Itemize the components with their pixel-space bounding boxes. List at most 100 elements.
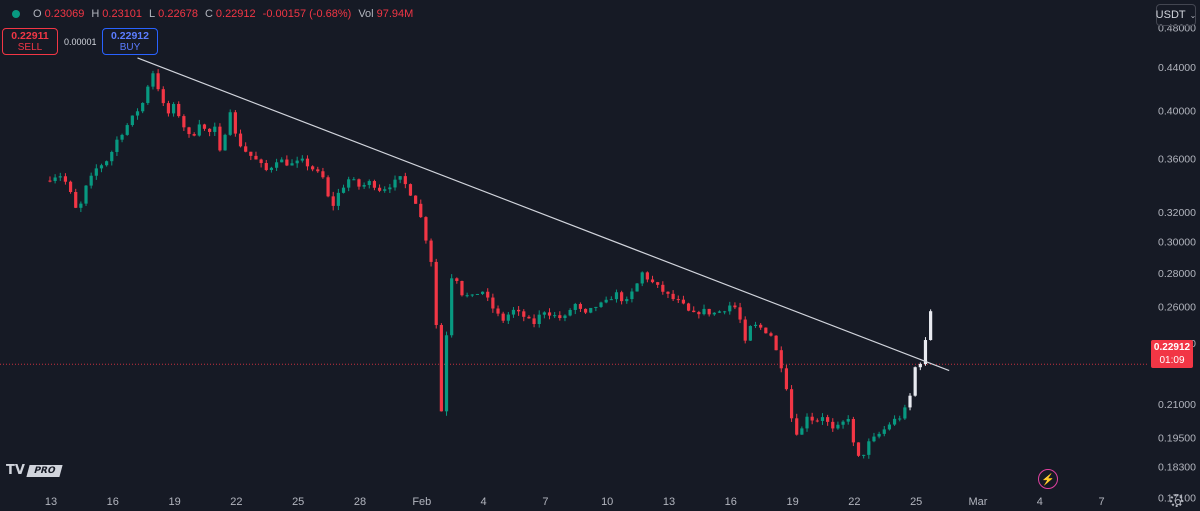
candle-body	[120, 134, 124, 140]
candlestick-series	[48, 69, 933, 459]
candle-body	[553, 315, 557, 317]
time-tick-label: 7	[542, 496, 548, 508]
candle-body	[352, 179, 356, 181]
candle-body	[393, 179, 397, 188]
candle-body	[573, 303, 577, 310]
buy-price: 0.22912	[111, 30, 149, 42]
candle-body	[779, 350, 783, 369]
lightning-icon[interactable]: ⚡	[1038, 469, 1058, 489]
volume-label: Vol	[358, 8, 374, 20]
candle-body	[115, 139, 119, 152]
close-label: C	[204, 8, 213, 20]
candle-body	[357, 179, 361, 187]
candle-body	[759, 324, 763, 328]
candle-body	[228, 112, 232, 135]
candle-body	[110, 151, 114, 162]
candle-body	[465, 295, 469, 297]
time-tick-label: 16	[107, 496, 119, 508]
sell-price: 0.22911	[11, 30, 49, 42]
candle-body	[141, 102, 145, 112]
candle-body	[661, 284, 665, 292]
candle-body	[450, 278, 454, 336]
candle-body	[403, 176, 407, 185]
time-tick-label: 28	[354, 496, 366, 508]
candle-body	[532, 318, 536, 325]
price-tick-label: 0.30000	[1158, 237, 1196, 249]
candle-body	[517, 309, 521, 312]
candle-body	[892, 418, 897, 425]
candle-body	[326, 177, 330, 197]
volume-value: 97.94M	[376, 8, 414, 20]
candle-body	[753, 324, 758, 327]
currency-selector[interactable]: USDT ⌄	[1156, 4, 1196, 26]
time-tick-label: Mar	[969, 496, 988, 508]
candle-body	[208, 128, 212, 132]
candle-body	[274, 162, 279, 168]
candle-body	[826, 417, 830, 422]
candle-body	[867, 441, 871, 455]
current-price-tag: 0.22912 01:09	[1151, 340, 1193, 368]
candle-body	[197, 124, 201, 136]
candle-body	[527, 316, 531, 319]
price-tick-label: 0.28000	[1158, 268, 1196, 280]
candle-body	[908, 395, 912, 408]
candle-body	[202, 124, 207, 129]
candle-body	[161, 89, 165, 104]
sell-button[interactable]: 0.22911 SELL	[2, 28, 58, 55]
candle-body	[244, 146, 248, 152]
candle-body	[542, 312, 546, 315]
candle-body	[388, 187, 392, 190]
candle-body	[501, 313, 505, 321]
current-price-value: 0.22912	[1153, 342, 1191, 353]
candle-body	[887, 424, 892, 430]
trendline[interactable]	[137, 57, 950, 372]
gear-icon[interactable]	[1170, 494, 1183, 507]
candle-body	[300, 158, 304, 161]
candle-body	[789, 389, 794, 419]
time-tick-label: 4	[481, 496, 487, 508]
candle-body	[254, 155, 258, 160]
candle-body	[769, 333, 773, 336]
price-tick-label: 0.26000	[1158, 302, 1196, 314]
candle-body	[218, 126, 222, 151]
candle-body	[269, 167, 274, 171]
price-tick-label: 0.44000	[1158, 62, 1196, 74]
candle-body	[697, 312, 701, 315]
candle-body	[568, 309, 572, 316]
candle-body	[311, 166, 315, 170]
candle-body	[831, 421, 835, 429]
high-value: 0.23101	[102, 8, 143, 20]
candle-body	[717, 311, 722, 313]
time-tick-label: 19	[786, 496, 798, 508]
candle-body	[429, 240, 433, 262]
market-status-icon	[12, 10, 20, 18]
tradingview-logo[interactable]: TV PRO	[6, 463, 63, 478]
price-tick-label: 0.40000	[1158, 106, 1196, 118]
price-axis[interactable]: 0.48000 0.44000 0.40000 0.36000 0.32000 0.300…	[1158, 23, 1196, 505]
candle-body	[614, 292, 619, 300]
candle-body	[455, 278, 459, 281]
price-tick-label: 0.19500	[1158, 433, 1196, 445]
price-tick-label: 0.21000	[1158, 399, 1196, 411]
candle-body	[578, 303, 583, 309]
candle-body	[547, 312, 552, 316]
buy-button[interactable]: 0.22912 BUY	[102, 28, 158, 55]
candle-body	[63, 176, 68, 182]
candle-body	[99, 165, 104, 169]
candle-body	[362, 185, 366, 187]
price-tick-label: 0.36000	[1158, 154, 1196, 166]
time-tick-label: 16	[725, 496, 737, 508]
candle-body	[774, 335, 778, 351]
time-tick-label: 22	[230, 496, 242, 508]
candle-body	[929, 311, 933, 341]
candle-body	[851, 419, 855, 443]
time-tick-label: 7	[1099, 496, 1105, 508]
candle-body	[439, 325, 443, 412]
candle-body	[372, 181, 377, 188]
candle-body	[712, 312, 716, 315]
candle-body	[733, 305, 737, 308]
low-value: 0.22678	[158, 8, 198, 20]
time-axis[interactable]: 13 16 19 22 25 28 Feb 4 7 10 13 16 19 22 25 Mar 4 7	[45, 496, 1105, 508]
candle-body	[398, 176, 402, 180]
